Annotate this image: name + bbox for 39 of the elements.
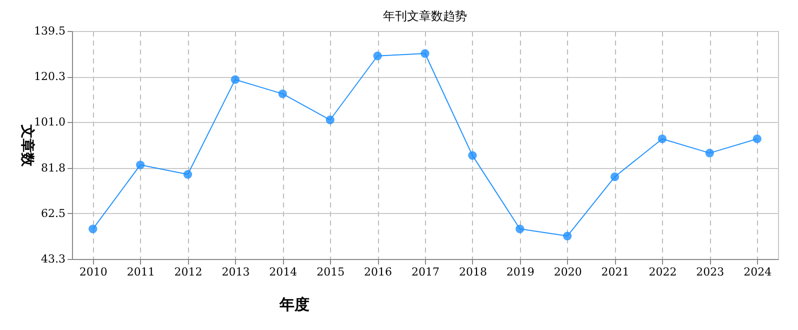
x-axis-title: 年度 [278,296,310,314]
x-tick-label: 2015 [316,266,345,278]
x-tick-label: 2023 [696,266,724,278]
x-tick-label: 2013 [222,266,250,278]
point [326,116,334,124]
point [136,160,145,170]
point [752,134,762,144]
point [516,224,524,234]
y-tick-label: 139.5 [34,24,66,38]
x-tick-label: 2019 [506,266,534,278]
x-tick-label: 2022 [648,266,677,278]
x-tick-label: 2014 [269,266,298,278]
point [420,49,430,58]
y-tick-label: 120.3 [34,70,66,84]
x-tick-label: 2012 [174,266,202,278]
point [183,170,192,179]
x-tick-label: 2021 [601,266,630,278]
x-tick-label: 2024 [744,266,772,278]
point [468,151,477,160]
x-tick-label: 2010 [79,266,108,278]
y-axis-title: 文章数 [19,124,36,168]
y-tick-label: 62.5 [41,206,66,220]
point [278,89,287,98]
x-tick-label: 2018 [458,266,487,278]
chart-title: 年刊文章数趋势 [383,9,467,23]
point [563,232,572,240]
x-tick-label: 2016 [364,266,392,278]
point [88,224,98,234]
x-tick-label: 2011 [126,266,155,278]
x-tick-label: 2017 [412,266,440,278]
point [658,134,667,144]
y-tick-label: 81.8 [41,161,66,174]
y-tick-label: 101.0 [34,116,66,129]
y-tick-label: 43.3 [41,252,66,266]
point [230,75,240,84]
point [705,148,714,158]
x-tick-label: 2020 [554,266,582,278]
point [610,172,620,182]
point [373,52,382,60]
